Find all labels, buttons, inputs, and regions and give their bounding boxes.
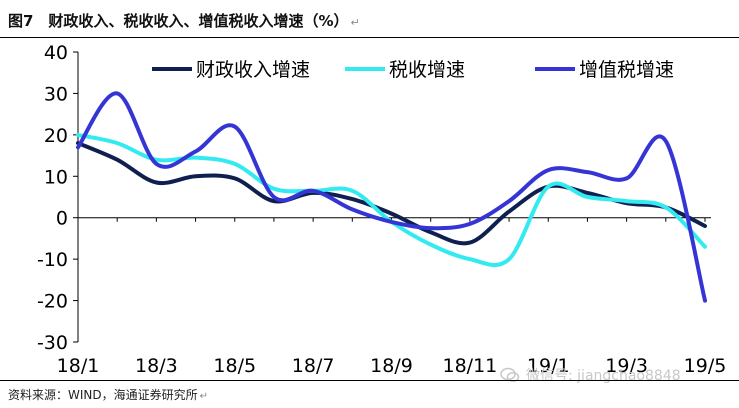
x-tick-label: 18/11 — [442, 355, 497, 377]
legend-label: 增值税增速 — [579, 59, 674, 81]
y-axis-ticks: 40 30 20 10 0 -10 -20 -30 — [37, 42, 78, 354]
y-tick-label: 0 — [56, 208, 68, 230]
x-tick-label: 18/7 — [292, 355, 335, 377]
fiscal-revenue-growth-line — [76, 141, 707, 246]
watermark: 微信号: jiangchao8848 — [500, 364, 681, 386]
chart-title: 图7 财政收入、税收收入、增值税收入增速（%） ↵ — [8, 10, 360, 31]
wechat-icon — [500, 367, 520, 383]
x-tick-label: 18/9 — [370, 355, 413, 377]
x-tick-label: 19/5 — [684, 355, 727, 377]
x-tick-label: 19/1 — [527, 355, 570, 377]
source-text: 资料来源：WIND，海通证券研究所 — [8, 388, 198, 402]
chart-title-text: 图7 财政收入、税收收入、增值税收入增速（%） — [8, 12, 349, 30]
y-tick-label: -20 — [37, 291, 68, 313]
y-tick-label: -10 — [37, 249, 68, 271]
y-tick-label: 30 — [44, 83, 68, 105]
source-note: 资料来源：WIND，海通证券研究所 ↵ — [8, 386, 208, 403]
vat-growth-line — [76, 91, 707, 303]
return-mark-icon: ↵ — [199, 391, 209, 402]
chart-axes — [77, 52, 711, 342]
x-tick-label: 18/3 — [135, 355, 178, 377]
y-tick-label: 40 — [44, 42, 68, 64]
title-bar: 图7 财政收入、税收收入、增值税收入增速（%） ↵ — [0, 0, 739, 38]
return-mark-icon: ↵ — [350, 16, 360, 29]
legend-label: 财政收入增速 — [196, 59, 310, 81]
watermark-text: 微信号: jiangchao8848 — [526, 368, 681, 384]
x-axis-ticks: 18/1 18/3 18/5 18/7 18/9 18/11 19/1 19/3 19/5 — [57, 217, 727, 377]
chart-legend: 财政收入增速 税收增速 增值税增速 — [152, 59, 674, 81]
y-tick-label: 10 — [44, 166, 68, 188]
chart-series — [76, 91, 707, 303]
tax-revenue-growth-line — [76, 132, 707, 268]
x-tick-label: 18/1 — [57, 355, 100, 377]
y-tick-label: -30 — [37, 332, 68, 354]
footer-rule — [0, 380, 739, 381]
x-tick-label: 18/5 — [213, 355, 256, 377]
legend-label: 税收增速 — [389, 59, 465, 81]
y-tick-label: 20 — [44, 125, 68, 147]
x-tick-label: 19/3 — [605, 355, 648, 377]
